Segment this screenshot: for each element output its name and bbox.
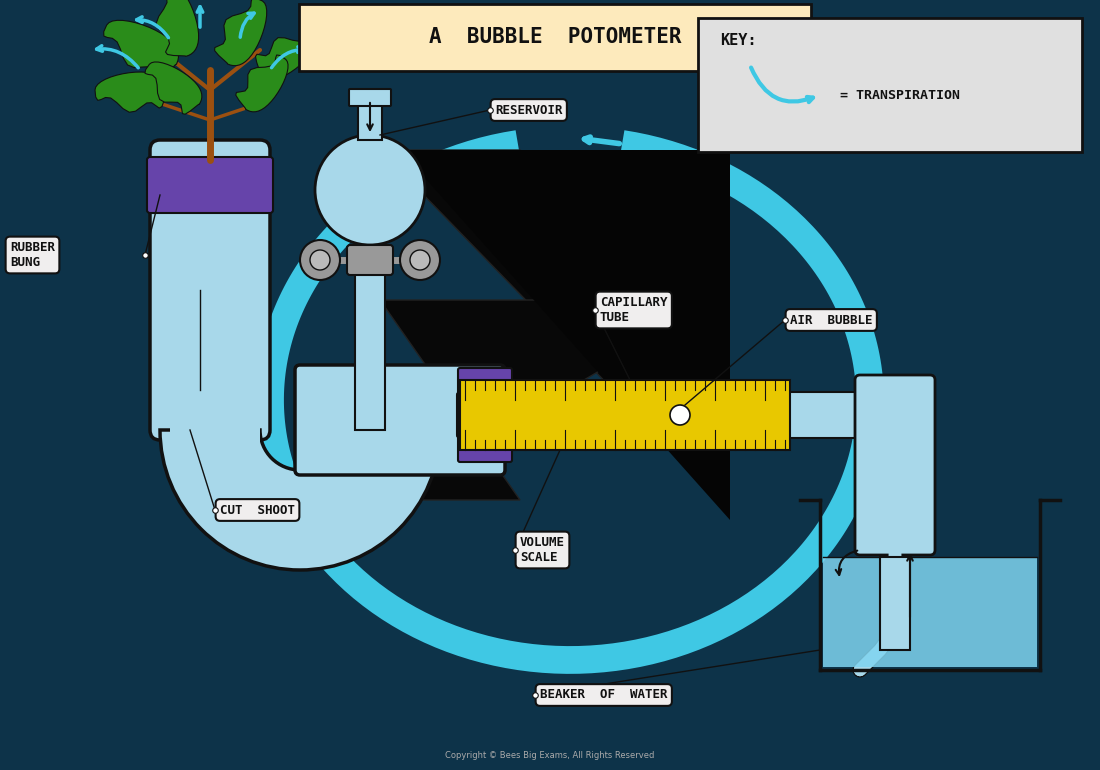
- Polygon shape: [379, 150, 720, 500]
- FancyBboxPatch shape: [460, 380, 790, 450]
- Polygon shape: [95, 72, 167, 112]
- Polygon shape: [103, 20, 178, 78]
- Circle shape: [410, 250, 430, 270]
- Polygon shape: [145, 62, 201, 114]
- Text: KEY:: KEY:: [720, 32, 757, 48]
- FancyBboxPatch shape: [880, 557, 910, 650]
- Text: Copyright © Bees Big Exams, All Rights Reserved: Copyright © Bees Big Exams, All Rights R…: [446, 751, 654, 759]
- Circle shape: [400, 240, 440, 280]
- Circle shape: [315, 135, 425, 245]
- Polygon shape: [400, 150, 730, 520]
- Text: RUBBER
BUNG: RUBBER BUNG: [10, 241, 55, 269]
- Circle shape: [300, 240, 340, 280]
- Circle shape: [670, 405, 690, 425]
- FancyBboxPatch shape: [147, 157, 273, 213]
- FancyBboxPatch shape: [458, 368, 512, 462]
- Polygon shape: [214, 0, 266, 65]
- FancyBboxPatch shape: [456, 392, 903, 438]
- FancyBboxPatch shape: [698, 18, 1082, 152]
- FancyBboxPatch shape: [855, 375, 935, 555]
- FancyBboxPatch shape: [299, 4, 811, 71]
- FancyBboxPatch shape: [170, 410, 260, 470]
- Text: VOLUME
SCALE: VOLUME SCALE: [520, 536, 565, 564]
- FancyBboxPatch shape: [358, 100, 382, 140]
- Polygon shape: [379, 300, 720, 500]
- Polygon shape: [255, 33, 316, 79]
- Polygon shape: [156, 0, 199, 56]
- Text: CAPILLARY
TUBE: CAPILLARY TUBE: [600, 296, 668, 324]
- FancyBboxPatch shape: [823, 557, 1037, 667]
- FancyBboxPatch shape: [355, 260, 385, 430]
- Wedge shape: [160, 430, 440, 570]
- Circle shape: [310, 250, 330, 270]
- Text: = TRANSPIRATION: = TRANSPIRATION: [840, 89, 960, 102]
- FancyBboxPatch shape: [346, 245, 393, 275]
- FancyBboxPatch shape: [295, 365, 505, 475]
- FancyBboxPatch shape: [349, 89, 390, 106]
- Text: A  BUBBLE  POTOMETER: A BUBBLE POTOMETER: [429, 27, 681, 47]
- FancyBboxPatch shape: [150, 140, 270, 440]
- Text: BEAKER  OF  WATER: BEAKER OF WATER: [540, 688, 668, 701]
- Polygon shape: [235, 55, 288, 112]
- Text: RESERVOIR: RESERVOIR: [495, 103, 562, 116]
- Text: AIR  BUBBLE: AIR BUBBLE: [790, 313, 872, 326]
- Text: CUT  SHOOT: CUT SHOOT: [220, 504, 295, 517]
